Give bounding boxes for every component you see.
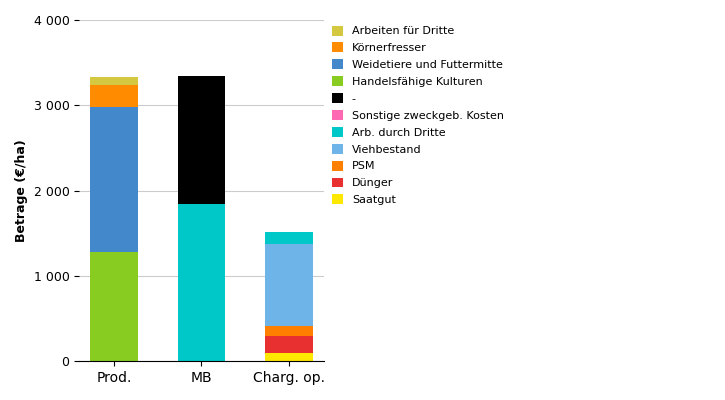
Bar <box>265 353 312 361</box>
Bar <box>91 77 138 85</box>
Bar <box>91 85 138 107</box>
Bar <box>265 326 312 336</box>
Bar <box>265 232 312 244</box>
Bar <box>265 336 312 353</box>
Y-axis label: Betrage (€/ha): Betrage (€/ha) <box>15 139 28 242</box>
Bar <box>178 204 225 361</box>
Bar <box>265 244 312 326</box>
Bar <box>91 252 138 361</box>
Bar <box>91 107 138 252</box>
Legend: Arbeiten für Dritte, Körnerfresser, Weidetiere und Futtermitte, Handelsfähige Ku: Arbeiten für Dritte, Körnerfresser, Weid… <box>332 26 504 205</box>
Text: MB: MB <box>187 144 216 162</box>
Bar <box>178 76 225 204</box>
